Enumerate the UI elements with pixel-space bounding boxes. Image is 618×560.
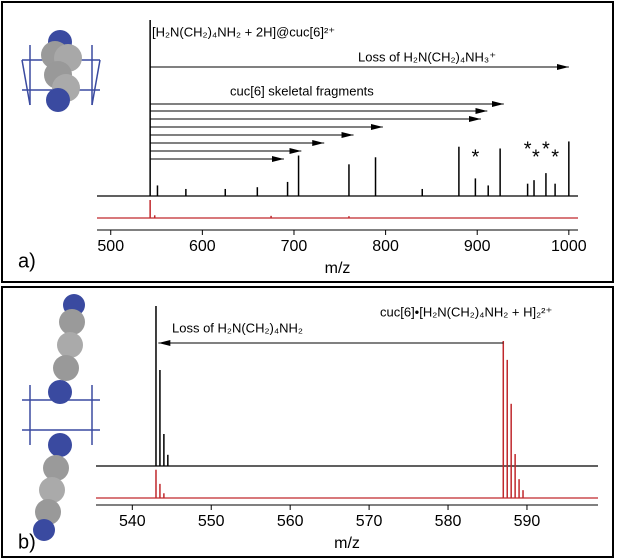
panel-frame bbox=[2, 2, 613, 282]
x-tick-label: 540 bbox=[119, 513, 146, 530]
annotation: Loss of H₂N(CH₂)₄NH₂ bbox=[172, 320, 303, 335]
spectrum-title: cuc[6]•[H₂N(CH₂)₄NH₂ + H]₂²⁺ bbox=[380, 304, 552, 319]
asterisk: * bbox=[551, 146, 559, 168]
asterisk: * bbox=[524, 138, 532, 160]
x-tick-label: 900 bbox=[464, 238, 491, 255]
x-tick-label: 550 bbox=[198, 513, 225, 530]
panel-label: a) bbox=[18, 250, 36, 272]
x-axis-label: m/z bbox=[334, 535, 360, 552]
x-tick-label: 600 bbox=[189, 238, 216, 255]
asterisk: * bbox=[542, 138, 550, 160]
x-tick-label: 590 bbox=[514, 513, 541, 530]
molecule-b bbox=[22, 294, 100, 541]
x-axis-label: m/z bbox=[325, 260, 351, 277]
asterisk: * bbox=[532, 146, 540, 168]
x-tick-label: 800 bbox=[372, 238, 399, 255]
x-tick-label: 570 bbox=[356, 513, 383, 530]
annotation: cuc[6] skeletal fragments bbox=[230, 83, 374, 98]
x-tick-label: 1000 bbox=[551, 238, 587, 255]
x-tick-label: 560 bbox=[277, 513, 304, 530]
x-tick-label: 700 bbox=[281, 238, 308, 255]
figure: 500 600 700 800 900 1000 m/z a) [H₂N(CH₂)₄NH₂ + … bbox=[0, 0, 618, 560]
annotation: Loss of H₂N(CH₂)₄NH₃⁺ bbox=[358, 49, 496, 64]
spectrum-title: [H₂N(CH₂)₄NH₂ + 2H]@cuc[6]²⁺ bbox=[152, 24, 335, 39]
x-tick-label: 500 bbox=[97, 238, 124, 255]
molecule-a bbox=[22, 30, 100, 112]
asterisk: * bbox=[471, 146, 479, 168]
panel-label: b) bbox=[18, 531, 36, 553]
x-tick-label: 580 bbox=[435, 513, 462, 530]
